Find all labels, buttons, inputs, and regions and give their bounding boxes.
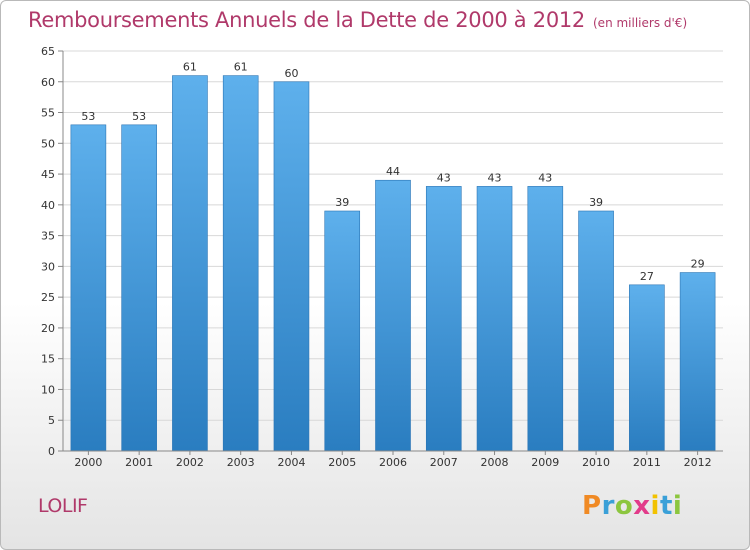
logo-letter: t [659,491,673,521]
y-tick-label: 30 [41,260,55,273]
logo-letter: o [614,491,634,521]
bar-2010 [578,210,614,452]
logo-letter: x [633,491,651,521]
x-tick-label: 2012 [684,456,712,469]
bar-2007 [425,186,462,452]
data-label: 29 [691,258,705,271]
y-tick-label: 25 [41,291,55,304]
x-tick-label: 2007 [430,456,458,469]
axes [58,50,723,455]
bar-2000 [70,124,107,452]
logo-letter: i [672,491,683,521]
y-tick-label: 5 [48,414,55,427]
bar-2012 [679,272,716,452]
x-tick-label: 2008 [481,456,509,469]
data-label: 43 [437,171,451,184]
bar-2003 [222,75,259,452]
y-tick-label: 0 [48,445,55,458]
labels: 0 5 10 15 20 25 30 35 40 45 50 55 60 65 53 2000 53 2001 61… [41,45,712,469]
x-tick-label: 2000 [74,456,102,469]
proxiti-logo[interactable]: Proxiti [582,491,682,521]
y-tick-label: 55 [41,107,55,120]
y-tick-label: 40 [41,199,55,212]
y-tick-label: 35 [41,230,55,243]
data-label: 60 [284,67,298,80]
bar-2002 [172,75,208,452]
x-tick-label: 2001 [125,456,153,469]
data-label: 61 [183,61,197,74]
y-tick-label: 15 [41,353,55,366]
bar-2004 [273,81,310,452]
chart-subtitle: (en milliers d'€) [593,16,688,30]
data-label: 43 [488,171,502,184]
x-tick-label: 2002 [176,456,204,469]
x-tick-label: 2006 [379,456,407,469]
x-tick-label: 2011 [633,456,661,469]
y-tick-label: 10 [41,383,55,396]
bar-2006 [375,179,411,452]
x-tick-label: 2009 [531,456,559,469]
y-tick-label: 45 [41,168,55,181]
data-label: 27 [640,270,654,283]
commune-name: LOLIF [38,495,88,517]
y-tick-label: 60 [41,76,55,89]
bars [70,75,716,452]
bar-2009 [527,186,564,452]
data-label: 39 [589,196,603,209]
data-label: 39 [335,196,349,209]
y-tick-label: 65 [41,45,55,58]
data-label: 44 [386,165,400,178]
bar-2001 [121,124,157,452]
data-label: 53 [81,110,95,123]
bar-2005 [324,210,361,452]
x-tick-label: 2010 [582,456,610,469]
x-tick-label: 2004 [277,456,305,469]
x-tick-label: 2003 [227,456,255,469]
y-tick-label: 50 [41,137,55,150]
bar-2008 [476,186,513,452]
logo-letter: i [650,491,660,521]
logo-letter: P [582,491,602,521]
y-tick-label: 20 [41,322,55,335]
logo-letter: r [601,491,615,521]
data-label: 53 [132,110,146,123]
chart-title: Remboursements Annuels de la Dette de 20… [28,8,687,32]
x-tick-label: 2005 [328,456,356,469]
data-label: 43 [538,171,552,184]
data-label: 61 [234,61,248,74]
chart-title-text: Remboursements Annuels de la Dette de 20… [28,8,585,32]
bar-2011 [629,284,665,452]
